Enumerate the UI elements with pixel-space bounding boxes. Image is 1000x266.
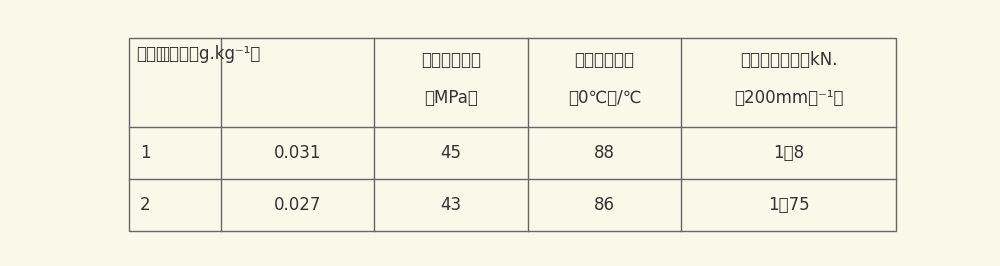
Text: （MPa）: （MPa） bbox=[424, 89, 478, 107]
Text: 拉伸屈服强度: 拉伸屈服强度 bbox=[421, 51, 481, 69]
Text: 0.027: 0.027 bbox=[274, 196, 321, 214]
Text: 1: 1 bbox=[140, 144, 151, 162]
Text: 0.031: 0.031 bbox=[274, 144, 321, 162]
Text: 1．75: 1．75 bbox=[768, 196, 810, 214]
Text: （200mm）⁻¹）: （200mm）⁻¹） bbox=[734, 89, 843, 107]
Text: 88: 88 bbox=[594, 144, 615, 162]
Text: （0℃）/℃: （0℃）/℃ bbox=[568, 89, 641, 107]
Text: 1．8: 1．8 bbox=[773, 144, 804, 162]
Text: 维卡软化温度: 维卡软化温度 bbox=[575, 51, 635, 69]
Text: 43: 43 bbox=[441, 196, 462, 214]
Text: 45: 45 bbox=[441, 144, 462, 162]
Text: 耗外负荷性能（kN.: 耗外负荷性能（kN. bbox=[740, 51, 837, 69]
Text: 膜生物（g.kg⁻¹）: 膜生物（g.kg⁻¹） bbox=[160, 45, 261, 63]
Text: 86: 86 bbox=[594, 196, 615, 214]
Text: 实施例: 实施例 bbox=[136, 45, 166, 63]
Text: 2: 2 bbox=[140, 196, 151, 214]
